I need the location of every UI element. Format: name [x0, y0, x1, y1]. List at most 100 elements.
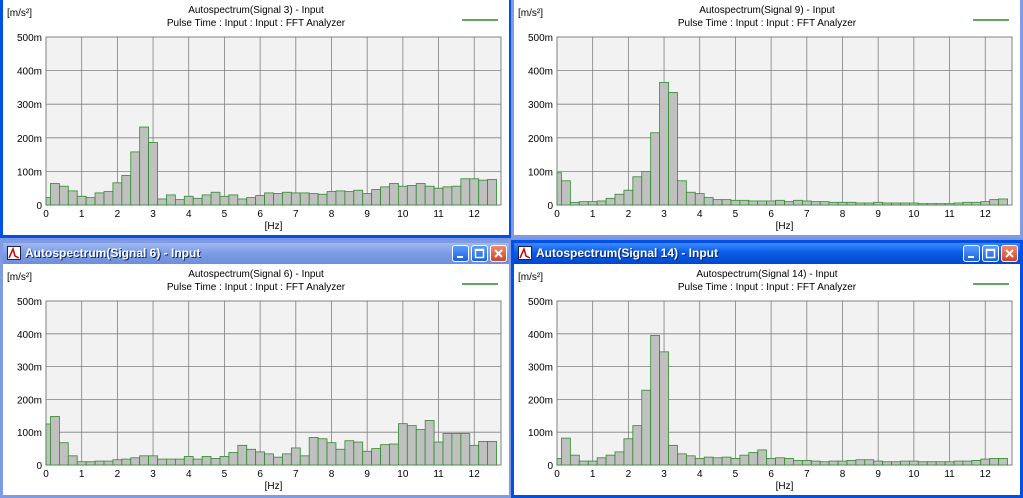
spectrum-bar: [246, 197, 257, 206]
spectrum-bar: [166, 194, 176, 206]
spectrum-bar: [112, 182, 123, 206]
spectrum-bar: [659, 351, 669, 466]
spectrum-bar: [139, 126, 149, 206]
x-tick-label: 3: [150, 209, 156, 220]
x-tick-label: 1: [79, 209, 85, 220]
x-tick-label: 9: [875, 469, 881, 480]
y-unit-label: [m/s²]: [518, 8, 543, 19]
spectrum-bar: [371, 448, 381, 466]
spectrum-bar: [819, 461, 830, 466]
close-button[interactable]: [490, 245, 507, 262]
x-tick-label: 8: [329, 469, 335, 480]
maximize-button[interactable]: [471, 245, 488, 262]
spectrum-bar: [121, 458, 132, 466]
plot-area[interactable]: Autospectrum(Signal 3) - Input Pulse Time…: [3, 0, 509, 235]
plot-background: [45, 36, 502, 206]
autospectrum-chart: Autospectrum(Signal 14) - Input Pulse Tim…: [518, 269, 1013, 492]
chart-app-icon[interactable]: [518, 246, 532, 260]
x-axis-label: [Hz]: [776, 481, 794, 492]
spectrum-bar: [290, 192, 301, 206]
y-tick-label: 300m: [17, 363, 42, 374]
x-tick-label: 4: [186, 209, 192, 220]
window-signal-14[interactable]: Autospectrum(Signal 14) - Input Autospec…: [511, 240, 1023, 498]
autospectrum-chart: Autospectrum(Signal 3) - Input Pulse Time…: [7, 5, 502, 232]
spectrum-bar: [873, 201, 884, 206]
spectrum-bar: [389, 443, 399, 466]
spectrum-bar: [94, 460, 105, 466]
title-bar[interactable]: Autospectrum(Signal 6) - Input: [3, 243, 509, 264]
spectrum-bar: [130, 457, 141, 466]
spectrum-bar: [596, 200, 607, 206]
minimize-button[interactable]: [963, 245, 980, 262]
spectrum-bar: [50, 183, 60, 206]
minimize-button[interactable]: [452, 245, 469, 262]
title-bar[interactable]: Autospectrum(Signal 14) - Input: [514, 243, 1020, 264]
spectrum-bar: [980, 201, 991, 206]
spectrum-bar: [76, 461, 87, 466]
x-tick-label: 0: [43, 209, 49, 220]
spectrum-bar: [45, 197, 51, 206]
x-tick-label: 9: [364, 469, 370, 480]
spectrum-bar: [935, 203, 946, 206]
spectrum-bar: [460, 433, 471, 466]
y-tick-label: 500m: [17, 33, 42, 44]
x-tick-label: 2: [626, 469, 632, 480]
y-tick-label: 400m: [528, 67, 553, 78]
spectrum-bar: [487, 440, 497, 466]
spectrum-bar: [596, 457, 607, 466]
close-button[interactable]: [1001, 245, 1018, 262]
spectrum-bar: [721, 199, 732, 206]
spectrum-bar: [650, 335, 660, 466]
x-tick-label: 5: [222, 469, 228, 480]
spectrum-bar: [442, 186, 453, 206]
spectrum-bar: [998, 458, 1008, 466]
plot-area[interactable]: Autospectrum(Signal 9) - Input Pulse Time…: [514, 0, 1020, 235]
spectrum-bar: [273, 193, 283, 206]
spectrum-bar: [406, 185, 417, 206]
y-tick-label: 100m: [528, 428, 553, 439]
y-tick-label: 500m: [17, 297, 42, 308]
spectrum-bar: [201, 194, 212, 206]
spectrum-bar: [962, 460, 973, 466]
spectrum-bar: [317, 438, 328, 466]
window-signal-9[interactable]: Autospectrum(Signal 9) - Input Pulse Time…: [511, 0, 1023, 238]
spectrum-bar: [712, 199, 723, 206]
spectrum-bar: [433, 187, 444, 206]
spectrum-bar: [335, 448, 346, 466]
window-signal-3[interactable]: Autospectrum(Signal 3) - Input Pulse Time…: [0, 0, 512, 238]
spectrum-bar: [451, 185, 462, 206]
spectrum-bar: [469, 444, 480, 466]
spectrum-bar: [998, 198, 1008, 206]
spectrum-bar: [623, 189, 634, 206]
maximize-button[interactable]: [982, 245, 999, 262]
spectrum-bar: [264, 192, 274, 206]
chart-app-icon[interactable]: [7, 246, 21, 260]
x-tick-label: 10: [397, 469, 409, 480]
spectrum-bar: [478, 440, 489, 466]
x-tick-label: 4: [186, 469, 192, 480]
chart-subtitle: Pulse Time : Input : Input : FFT Analyze…: [678, 282, 857, 293]
y-tick-label: 500m: [528, 33, 553, 44]
x-tick-label: 12: [980, 469, 992, 480]
spectrum-bar: [587, 201, 598, 206]
spectrum-bar: [855, 459, 866, 466]
chart-title: Autospectrum(Signal 9) - Input: [699, 5, 835, 16]
spectrum-bar: [569, 201, 580, 206]
window-signal-6[interactable]: Autospectrum(Signal 6) - Input Autospect…: [0, 240, 512, 498]
plot-area[interactable]: Autospectrum(Signal 6) - Input Pulse Time…: [3, 264, 509, 495]
spectrum-bar: [282, 191, 292, 206]
spectrum-bar: [112, 459, 123, 466]
spectrum-bar: [415, 429, 426, 466]
spectrum-bar: [166, 458, 176, 466]
plot-area[interactable]: Autospectrum(Signal 14) - Input Pulse Tim…: [514, 264, 1020, 495]
spectrum-bar: [406, 425, 417, 466]
x-tick-label: 5: [733, 469, 739, 480]
spectrum-bar: [935, 461, 946, 466]
spectrum-bar: [451, 433, 462, 466]
x-tick-label: 4: [697, 209, 703, 220]
spectrum-bar: [650, 132, 660, 206]
spectrum-bar: [632, 425, 643, 466]
spectrum-bar: [183, 456, 194, 466]
spectrum-bar: [748, 452, 759, 466]
spectrum-bar: [237, 198, 248, 206]
